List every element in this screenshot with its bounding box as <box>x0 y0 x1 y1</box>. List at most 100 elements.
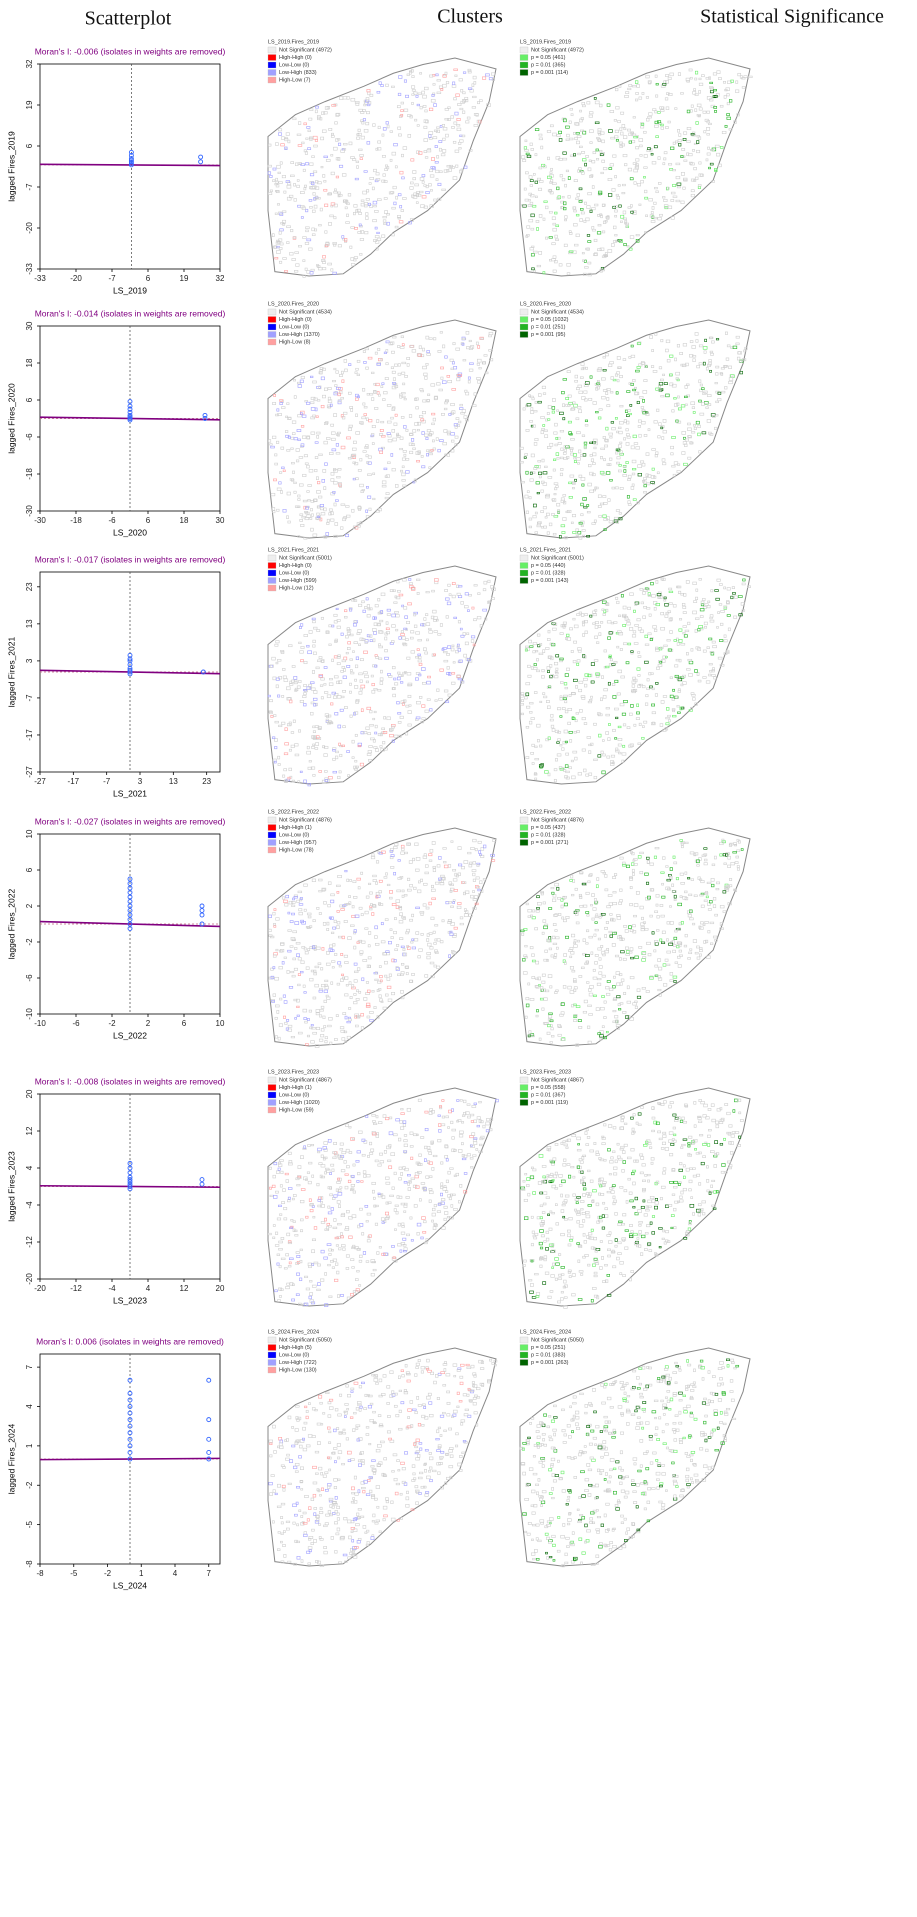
x-tick-label: 4 <box>146 1284 151 1293</box>
point <box>200 913 204 917</box>
x-tick-label: 13 <box>169 777 178 786</box>
map: LS_2023.Fires_2023Not Significant (4867)… <box>268 1069 498 1306</box>
x-tick-label: -30 <box>34 516 46 525</box>
scatterplot: Moran's I: -0.014 (isolates in weights a… <box>6 308 225 537</box>
x-tick-label: 6 <box>182 1019 187 1028</box>
x-axis-label: LS_2023 <box>113 1295 147 1305</box>
legend-swatch <box>520 563 528 569</box>
y-tick-label: 3 <box>25 658 34 663</box>
chart-title: Moran's I: -0.008 (isolates in weights a… <box>35 1076 226 1086</box>
legend-label: Not Significant (4972) <box>531 47 584 53</box>
legend-swatch <box>268 309 276 315</box>
legend-label: High-High (0) <box>279 317 312 323</box>
legend-label: Not Significant (4876) <box>279 817 332 823</box>
legend-swatch <box>268 578 276 584</box>
legend-swatch <box>268 840 276 846</box>
y-tick-label: 6 <box>25 867 34 872</box>
legend-title: LS_2020.Fires_2020 <box>520 301 571 307</box>
x-axis-label: LS_2022 <box>113 1030 147 1040</box>
column-header: Clusters <box>437 6 503 28</box>
x-tick-label: 23 <box>202 777 211 786</box>
scatterplot: Moran's I: -0.006 (isolates in weights a… <box>6 46 225 295</box>
legend-label: p = 0.05 (440) <box>531 563 566 569</box>
chart-title: Moran's I: -0.014 (isolates in weights a… <box>35 308 226 318</box>
legend-label: Low-Low (0) <box>279 832 309 838</box>
legend-swatch <box>520 62 528 68</box>
x-tick-label: -10 <box>34 1019 46 1028</box>
legend-label: p = 0.05 (1032) <box>531 317 569 323</box>
legend-swatch <box>268 563 276 569</box>
chart-title: Moran's I: -0.027 (isolates in weights a… <box>35 816 226 826</box>
y-tick-label: 23 <box>25 582 34 591</box>
legend-title: LS_2022.Fires_2022 <box>520 809 571 815</box>
y-axis-label: lagged Fires_2020 <box>6 383 16 454</box>
legend-label: p = 0.01 (328) <box>531 570 566 576</box>
legend-swatch <box>268 825 276 831</box>
x-axis-label: LS_2021 <box>113 788 147 798</box>
map: LS_2021.Fires_2021Not Significant (5001)… <box>520 547 751 784</box>
legend-label: Not Significant (4972) <box>279 47 332 53</box>
y-tick-label: 20 <box>25 1089 34 1098</box>
x-tick-label: 20 <box>216 1284 225 1293</box>
legend-swatch <box>268 317 276 323</box>
y-tick-label: -7 <box>25 694 34 702</box>
y-tick-label: 2 <box>25 903 34 908</box>
legend-swatch <box>268 332 276 338</box>
x-tick-label: 2 <box>146 1019 151 1028</box>
legend-swatch <box>268 585 276 591</box>
y-tick-label: 19 <box>25 100 34 109</box>
point <box>200 904 204 908</box>
legend-swatch <box>520 555 528 561</box>
legend-label: p = 0.05 (437) <box>531 825 566 831</box>
y-tick-label: -33 <box>25 263 34 275</box>
y-tick-label: -6 <box>25 974 34 982</box>
legend-label: p = 0.001 (271) <box>531 840 569 846</box>
legend-label: p = 0.05 (461) <box>531 55 566 61</box>
x-tick-label: 3 <box>138 777 143 786</box>
legend-title: LS_2022.Fires_2022 <box>268 809 319 815</box>
x-tick-label: -27 <box>34 777 46 786</box>
y-tick-label: 12 <box>25 1126 34 1135</box>
legend-label: Low-Low (0) <box>279 570 309 576</box>
legend-swatch <box>268 339 276 345</box>
legend-title: LS_2019.Fires_2019 <box>520 39 571 45</box>
y-tick-label: -20 <box>25 222 34 234</box>
legend-label: High-High (0) <box>279 563 312 569</box>
legend-title: LS_2021.Fires_2021 <box>268 547 319 553</box>
legend-label: Low-High (1370) <box>279 332 320 338</box>
scatterplot: Moran's I: -0.008 (isolates in weights a… <box>6 1076 225 1305</box>
x-tick-label: 12 <box>180 1284 189 1293</box>
map: LS_2020.Fires_2020Not Significant (4534)… <box>520 301 750 539</box>
y-tick-label: -6 <box>25 433 34 441</box>
column-header: Scatterplot <box>85 8 172 30</box>
map-cell <box>304 537 307 539</box>
legend-swatch <box>520 825 528 831</box>
legend-label: Low-Low (0) <box>279 62 309 68</box>
x-axis-label: LS_2020 <box>113 527 147 537</box>
legend-swatch <box>520 317 528 323</box>
y-tick-label: -10 <box>25 1008 34 1020</box>
chart-title: Moran's I: -0.017 (isolates in weights a… <box>35 554 226 564</box>
y-tick-label: -27 <box>25 766 34 778</box>
x-tick-label: 10 <box>216 1019 225 1028</box>
x-tick-label: -6 <box>108 516 116 525</box>
x-tick-label: -7 <box>108 274 116 283</box>
legend-swatch <box>268 324 276 330</box>
legend-swatch <box>520 55 528 61</box>
legend-swatch <box>268 70 276 76</box>
y-tick-label: 32 <box>25 59 34 68</box>
y-axis-label: lagged Fires_2019 <box>6 131 16 202</box>
map-outline <box>268 320 496 538</box>
legend-label: p = 0.001 (143) <box>531 578 569 584</box>
x-tick-label: -2 <box>108 1019 116 1028</box>
legend-swatch <box>520 324 528 330</box>
x-tick-label: -17 <box>68 777 80 786</box>
legend-label: High-High (0) <box>279 55 312 61</box>
legend-label: p = 0.01 (328) <box>531 832 566 838</box>
legend-swatch <box>268 832 276 838</box>
point <box>200 1178 204 1182</box>
point <box>199 155 203 159</box>
legend-swatch <box>520 47 528 53</box>
legend-swatch <box>268 55 276 61</box>
y-axis-label: lagged Fires_2022 <box>6 889 16 960</box>
